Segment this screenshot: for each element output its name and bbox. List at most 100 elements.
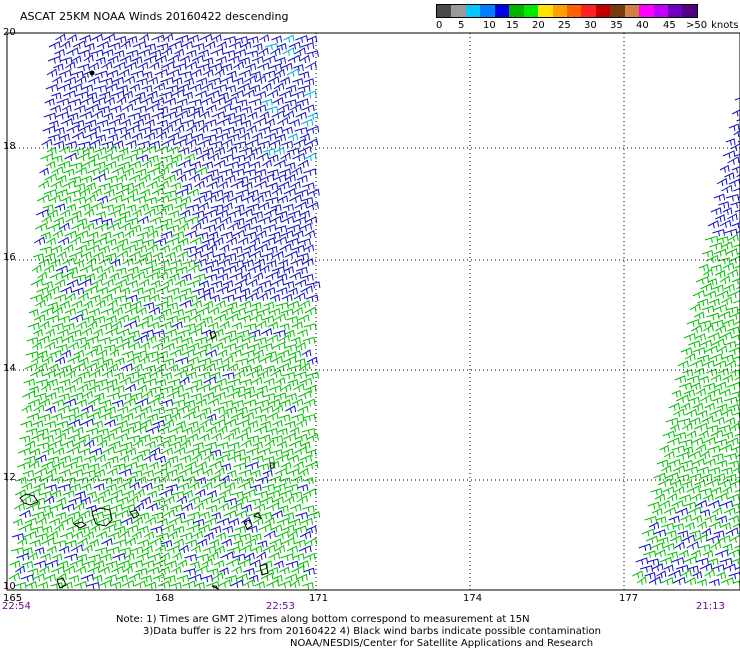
wind-barb [296, 418, 308, 428]
wind-barb [249, 237, 261, 246]
wind-barb [127, 435, 141, 443]
wind-barb [155, 455, 166, 463]
wind-barb [225, 330, 237, 338]
wind-barb [204, 41, 216, 50]
wind-barb [214, 467, 225, 476]
wind-barb [279, 168, 292, 176]
wind-barb [147, 90, 158, 99]
wind-barb [232, 154, 246, 162]
wind-barb [128, 572, 141, 581]
wind-barb [89, 369, 101, 379]
wind-barb [651, 563, 664, 572]
wind-barb [56, 251, 67, 260]
wind-barb [718, 424, 731, 433]
wind-barb [279, 90, 292, 99]
wind-barb [255, 320, 267, 329]
wind-barb [151, 187, 164, 196]
wind-barb [292, 152, 306, 162]
wind-barb [87, 397, 101, 406]
wind-barb [109, 194, 123, 204]
wind-barb [73, 349, 85, 358]
wind-barb [244, 476, 255, 485]
wind-barb [285, 405, 297, 414]
wind-barb [100, 477, 113, 485]
wind-barb [722, 207, 733, 215]
wind-barb [182, 489, 193, 498]
wind-barb [191, 453, 203, 462]
wind-barb [226, 313, 239, 322]
wind-barb [238, 469, 252, 477]
wind-barb [105, 327, 118, 337]
wind-barb [130, 392, 143, 400]
wind-barb [64, 477, 76, 485]
wind-barb [223, 36, 237, 44]
wind-barb [65, 370, 76, 379]
wind-barb [91, 434, 104, 443]
wind-barb [275, 225, 288, 233]
wind-barb [79, 342, 91, 351]
wind-barb [241, 195, 254, 204]
wind-barb [721, 184, 733, 194]
wind-barb [268, 76, 280, 85]
wind-barb [98, 579, 112, 589]
legend-ticks: 0 5 10 15 20 25 30 35 40 45 >50 knots [436, 18, 739, 32]
wind-barb [130, 238, 144, 247]
wind-barb [225, 85, 237, 93]
wind-barb [684, 522, 695, 530]
wind-barb [63, 90, 76, 99]
wind-barb [252, 364, 263, 373]
wind-barb [292, 78, 304, 86]
wind-barb [307, 433, 319, 442]
wind-barb [177, 237, 189, 246]
wind-barb [77, 141, 91, 149]
wind-barb [58, 393, 71, 401]
island-outline [129, 509, 140, 519]
wind-barb [122, 182, 135, 190]
wind-barb [116, 96, 127, 105]
wind-barb [222, 50, 236, 58]
wind-barb [701, 360, 715, 369]
wind-barb [55, 265, 69, 274]
wind-barb [257, 140, 271, 149]
wind-barb [227, 133, 240, 141]
wind-barb [11, 533, 25, 541]
wind-barb [153, 330, 165, 338]
wind-barb [30, 448, 41, 456]
wind-barb [654, 493, 666, 502]
legend-max-label: >50 [686, 20, 708, 31]
wind-barb [179, 132, 193, 141]
wind-barb [90, 523, 101, 533]
wind-barb [178, 147, 190, 155]
wind-barb [85, 103, 100, 112]
wind-barb [298, 314, 310, 323]
wind-barb [138, 448, 151, 457]
wind-barb [203, 134, 217, 142]
wind-barb [197, 63, 210, 71]
wind-barb [714, 549, 729, 558]
wind-barb [269, 63, 282, 71]
wind-barb [216, 209, 229, 218]
wind-barb [278, 181, 290, 190]
wind-barb [709, 466, 721, 475]
wind-barb [167, 54, 180, 63]
wind-barb [190, 68, 202, 78]
wind-barb [290, 413, 305, 421]
wind-barb [142, 71, 153, 79]
wind-barb [44, 98, 55, 106]
wind-barb [132, 209, 142, 218]
wind-barb [725, 417, 736, 425]
wind-barb [139, 434, 151, 442]
wind-barb [154, 313, 166, 323]
lat-label: 10 [3, 581, 16, 592]
wind-barb [55, 432, 67, 441]
wind-barb [722, 318, 735, 327]
wind-barb [668, 458, 681, 467]
wind-barb [266, 579, 280, 588]
wind-barb [734, 209, 740, 213]
wind-barb [58, 469, 72, 477]
wind-barb [249, 484, 262, 492]
wind-barb [111, 399, 124, 408]
wind-barb [288, 41, 301, 50]
wind-barb [240, 41, 252, 50]
wind-barb [301, 273, 314, 282]
